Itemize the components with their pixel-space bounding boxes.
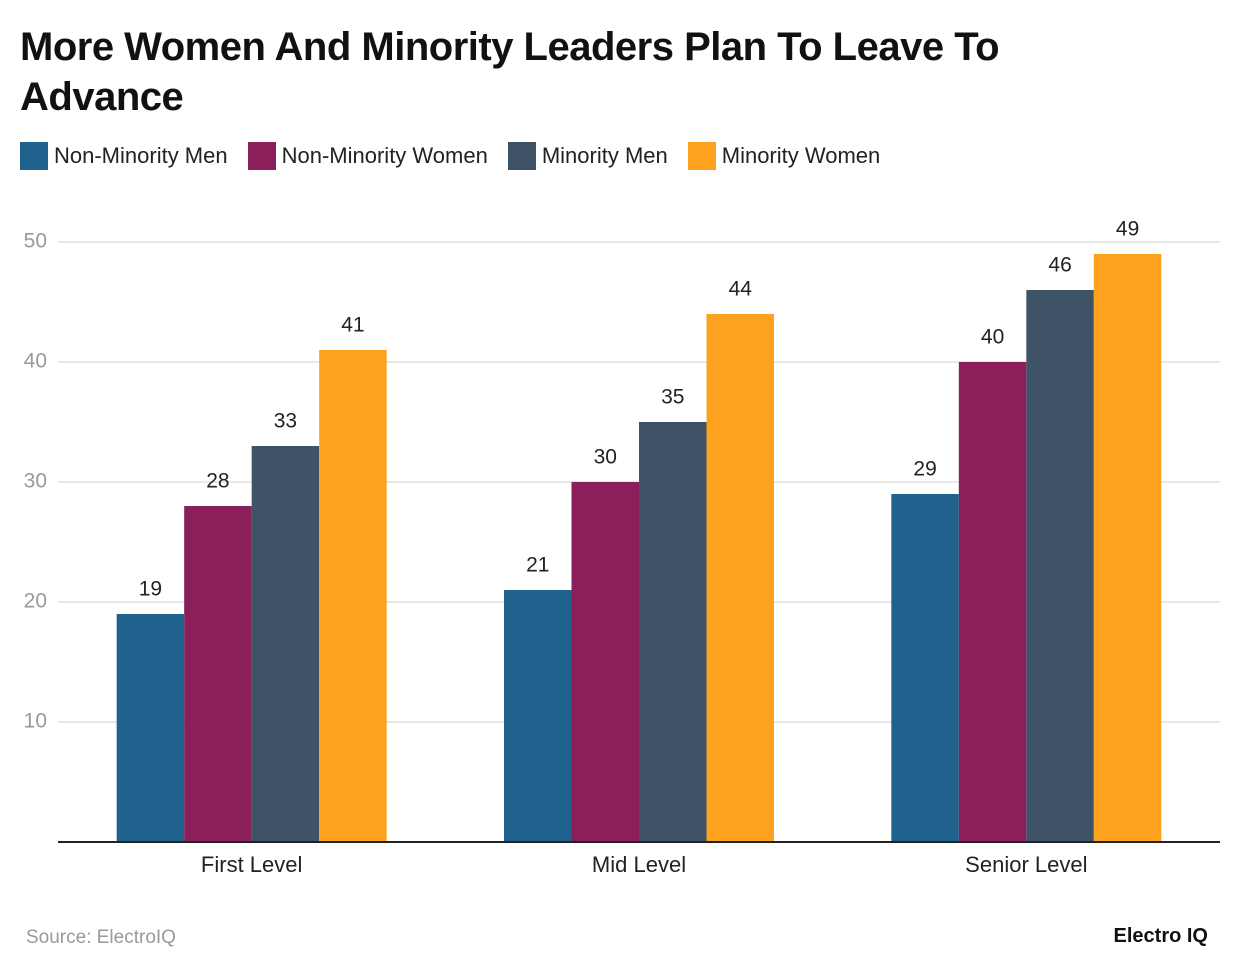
legend-swatch xyxy=(247,142,276,170)
legend-label: Minority Women xyxy=(721,143,881,168)
bar xyxy=(639,422,707,842)
value-label: 35 xyxy=(661,386,684,409)
source: Source: ElectroIQ xyxy=(26,927,176,948)
y-tick-label: 10 xyxy=(24,710,47,733)
bar xyxy=(504,590,572,842)
value-label: 33 xyxy=(274,410,297,433)
x-tick-label: Mid Level xyxy=(592,852,686,877)
bar xyxy=(891,494,959,842)
y-tick-label: 50 xyxy=(24,230,47,253)
chart-title: More Women And Minority Leaders Plan To … xyxy=(20,25,1000,119)
legend-item: Non-Minority Men xyxy=(20,142,228,170)
x-tick-label: Senior Level xyxy=(965,852,1087,877)
bar xyxy=(1026,290,1094,842)
value-label: 28 xyxy=(206,470,229,493)
bar xyxy=(184,506,252,842)
value-label: 49 xyxy=(1116,218,1139,241)
bar xyxy=(958,362,1027,842)
value-label: 29 xyxy=(913,458,936,481)
legend-swatch xyxy=(20,142,48,170)
y-tick-label: 20 xyxy=(24,590,47,613)
legend-swatch xyxy=(507,142,536,170)
bar xyxy=(319,350,387,842)
bar xyxy=(706,314,774,842)
legend-item: Minority Women xyxy=(687,142,881,170)
y-tick-label: 40 xyxy=(24,350,47,373)
value-label: 46 xyxy=(1048,254,1071,277)
legend-label: Non-Minority Women xyxy=(281,143,488,168)
legend-item: Minority Men xyxy=(507,142,668,170)
y-tick-label: 30 xyxy=(24,470,47,493)
value-label: 44 xyxy=(729,278,753,301)
bar xyxy=(571,482,639,842)
legend-swatch xyxy=(687,142,716,170)
bar xyxy=(1093,254,1162,842)
brand: Electro IQ xyxy=(1113,925,1208,947)
chart: 10 20 30 40 50 First Level 19 28 33 41 Mid Level 21… xyxy=(24,218,1220,877)
bar xyxy=(251,446,320,842)
value-label: 40 xyxy=(981,326,1004,349)
legend-label: Non-Minority Men xyxy=(54,143,228,168)
legend-item: Non-Minority Women xyxy=(247,142,488,170)
value-label: 19 xyxy=(139,578,162,601)
value-label: 41 xyxy=(341,314,364,337)
bar xyxy=(116,614,185,842)
x-tick-label: First Level xyxy=(201,852,302,877)
legend-label: Minority Men xyxy=(541,143,668,168)
legend: Non-Minority Men Non-Minority Women Minori… xyxy=(20,142,880,170)
value-label: 21 xyxy=(526,554,549,577)
value-label: 30 xyxy=(594,446,617,469)
